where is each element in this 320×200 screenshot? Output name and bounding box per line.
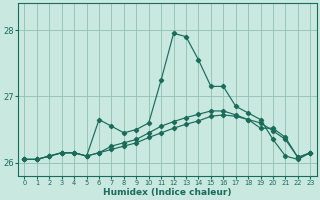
X-axis label: Humidex (Indice chaleur): Humidex (Indice chaleur) [103,188,232,197]
